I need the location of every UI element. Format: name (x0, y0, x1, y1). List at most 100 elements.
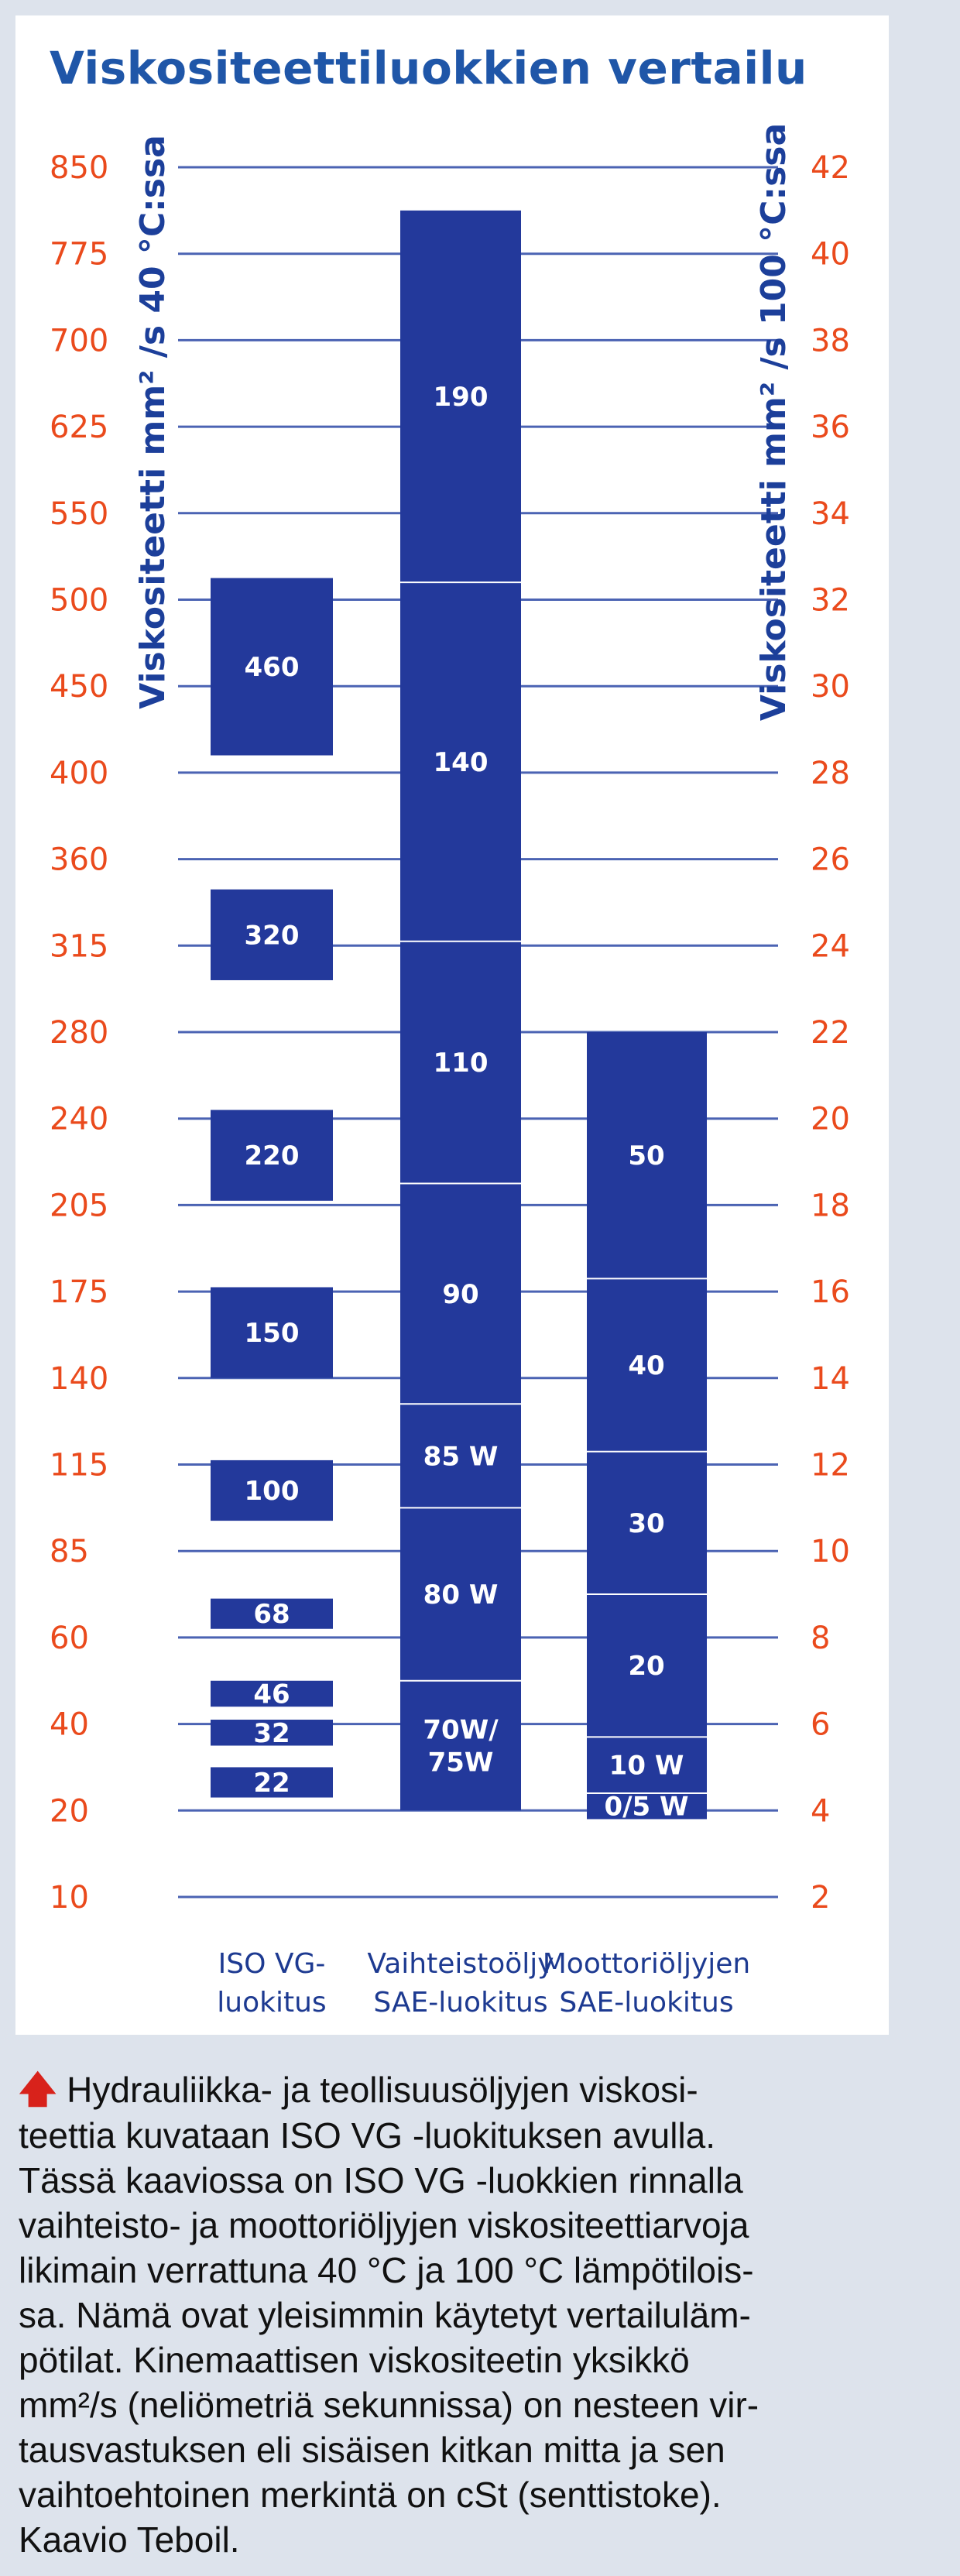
category-label: Vaihteistoöljy (367, 1948, 554, 1980)
chart-panel: Viskositeettiluokkien vertailu 850 42 775 4… (15, 15, 889, 2035)
bar-segment-label: 30 (628, 1508, 664, 1539)
bar-segment (587, 1792, 707, 1820)
right-tick-label: 40 (811, 237, 850, 273)
right-tick-label: 32 (811, 583, 850, 619)
right-tick-label: 16 (811, 1274, 850, 1310)
right-tick-label: 38 (811, 323, 850, 358)
bar-segment (211, 1460, 333, 1521)
bar-segment (211, 1720, 333, 1746)
y-axis-label-left: Viskositeetti mm² /s 40 °C:ssa (133, 135, 173, 709)
right-tick-label: 14 (811, 1361, 850, 1397)
bar-segment-label: 110 (434, 1048, 489, 1079)
right-tick-label: 4 (811, 1793, 830, 1829)
bar-segment (211, 1598, 333, 1629)
bar-segment (211, 1287, 333, 1378)
bar-segment-label: 190 (434, 382, 489, 413)
left-tick-label: 175 (50, 1274, 108, 1310)
arrow-up-icon: 🡅 (19, 2070, 57, 2111)
category-label: Moottoriöljyjen (543, 1948, 750, 1980)
bar-segment (587, 1278, 707, 1452)
right-tick-label: 12 (811, 1448, 850, 1484)
right-tick-label: 24 (811, 928, 850, 964)
right-tick-label: 28 (811, 756, 850, 791)
bar-segment (400, 1508, 521, 1681)
left-tick-label: 240 (50, 1102, 108, 1137)
bar-segment-label: 75W (428, 1748, 494, 1779)
right-tick-label: 10 (811, 1534, 850, 1569)
left-tick-label: 60 (50, 1621, 89, 1656)
bar-segment (587, 1737, 707, 1793)
y-axis-label-right: Viskositeetti mm² /s 100 °C:ssa (754, 123, 794, 721)
right-tick-label: 34 (811, 496, 850, 532)
right-tick-label: 36 (811, 410, 850, 445)
category-label: SAE-luokitus (559, 1987, 733, 2019)
left-tick-label: 625 (50, 410, 108, 445)
right-tick-label: 30 (811, 669, 850, 705)
right-tick-label: 8 (811, 1621, 830, 1656)
caption: 🡅 Hydrauliikka- ja teollisuusöljyjen vis… (19, 2067, 932, 2562)
bar-segment-label: 70W/ (423, 1715, 499, 1746)
left-tick-label: 85 (50, 1534, 89, 1569)
category-label: ISO VG- (218, 1948, 326, 1980)
left-tick-label: 775 (50, 237, 108, 273)
bar-segment-label: 10 W (609, 1751, 684, 1782)
bar-segment (587, 1032, 707, 1279)
left-tick-label: 40 (50, 1707, 89, 1743)
bar-segment (211, 889, 333, 980)
caption-text: Hydrauliikka- ja teollisuusöljyjen visko… (19, 2070, 759, 2560)
left-tick-label: 700 (50, 323, 108, 358)
left-tick-label: 280 (50, 1015, 108, 1051)
bar-segment (211, 578, 333, 756)
bar-segment (400, 1404, 521, 1508)
bar-segment-label: 40 (628, 1350, 664, 1381)
right-tick-label: 6 (811, 1707, 830, 1743)
left-tick-label: 20 (50, 1793, 89, 1829)
bar-segment-label: 460 (245, 652, 300, 683)
right-tick-label: 18 (811, 1188, 850, 1223)
right-tick-label: 20 (811, 1102, 850, 1137)
left-tick-label: 400 (50, 756, 108, 791)
right-tick-label: 42 (811, 150, 850, 186)
bar-segment-label: 50 (628, 1141, 664, 1171)
bar-segment (587, 1451, 707, 1595)
left-tick-label: 205 (50, 1188, 108, 1223)
bar-segment-label: 320 (245, 920, 300, 951)
left-tick-label: 850 (50, 150, 108, 186)
bar-segment-label: 140 (434, 747, 489, 778)
chart-title: Viskositeettiluokkien vertailu (50, 42, 807, 94)
bar-segment-label: 220 (245, 1141, 300, 1171)
bar-segment-label: 68 (253, 1599, 290, 1630)
right-tick-label: 2 (811, 1880, 830, 1916)
left-tick-label: 315 (50, 928, 108, 964)
bar-segment-label: 20 (628, 1651, 664, 1682)
bar-segment-label: 22 (253, 1768, 290, 1799)
bar-segment (400, 941, 521, 1184)
left-tick-label: 450 (50, 669, 108, 705)
right-tick-label: 22 (811, 1015, 850, 1051)
bar-segment (211, 1680, 333, 1707)
bar-segment (211, 1767, 333, 1798)
bar-segment-label: 90 (442, 1279, 478, 1310)
left-tick-label: 500 (50, 583, 108, 619)
bar-segment-label: 0/5 W (604, 1792, 688, 1823)
right-tick-label: 26 (811, 842, 850, 878)
bar-segment-label: 46 (253, 1679, 290, 1710)
bar-segment (400, 1680, 521, 1811)
bar-segment-label: 85 W (423, 1441, 499, 1472)
left-tick-label: 360 (50, 842, 108, 878)
bar-segment (400, 582, 521, 942)
bar-segment (400, 1183, 521, 1405)
bar-segment-label: 80 W (423, 1580, 499, 1610)
category-label: luokitus (217, 1987, 326, 2019)
bar-segment-label: 150 (245, 1318, 300, 1349)
bar-segment-label: 100 (245, 1476, 300, 1507)
left-tick-label: 140 (50, 1361, 108, 1397)
category-label: SAE-luokitus (373, 1987, 547, 2019)
left-tick-label: 550 (50, 496, 108, 532)
bar-segment (400, 210, 521, 583)
bar-segment (211, 1110, 333, 1201)
left-tick-label: 10 (50, 1880, 89, 1916)
left-tick-label: 115 (50, 1448, 108, 1484)
bar-segment-label: 32 (253, 1718, 290, 1749)
